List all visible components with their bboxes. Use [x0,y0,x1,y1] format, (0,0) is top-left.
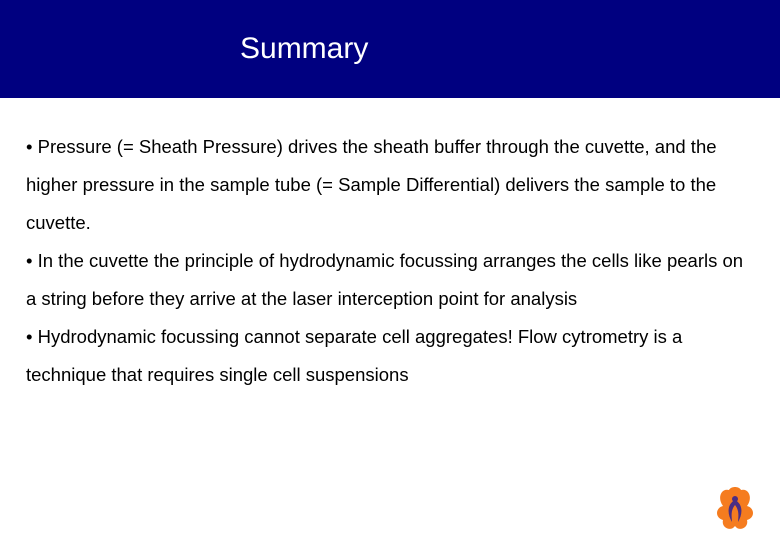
bullet-item: • In the cuvette the principle of hydrod… [26,242,754,318]
slide-title: Summary [240,32,368,66]
bullet-item: • Pressure (= Sheath Pressure) drives th… [26,128,754,242]
header-bar: Summary [0,0,780,98]
content-area: • Pressure (= Sheath Pressure) drives th… [0,98,780,393]
brand-logo-icon [708,482,762,530]
bullet-item: • Hydrodynamic focussing cannot separate… [26,318,754,394]
